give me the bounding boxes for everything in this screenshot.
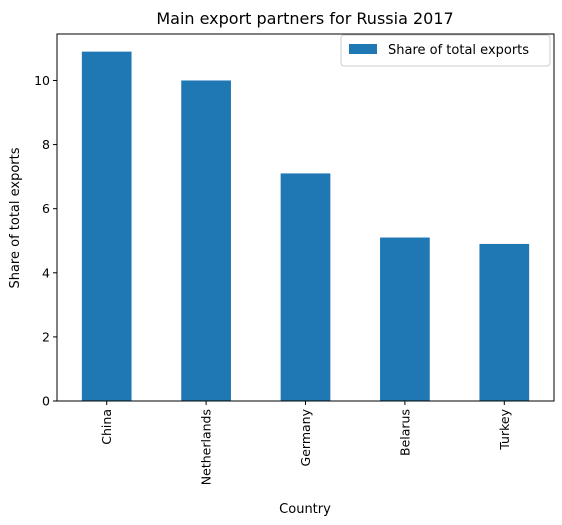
legend-swatch [349,44,377,54]
legend-label: Share of total exports [388,43,529,58]
y-tick-label: 0 [42,394,50,409]
x-tick-label: China [99,409,114,445]
plot-frame [56,33,555,402]
x-axis-label: Country [279,502,331,517]
bar-turkey [479,243,530,401]
bar-netherlands [181,80,231,401]
legend: Share of total exports [340,34,551,67]
bars-group [81,51,530,402]
chart-title: Main export partners for Russia 2017 [156,9,453,28]
bar-china [81,51,132,402]
x-tick-label: Germany [298,408,313,466]
bar-belarus [380,237,430,401]
bar-germany [280,173,331,401]
legend-box [340,34,551,67]
x-axis: China Netherlands Germany Belarus Turkey [99,401,512,485]
y-axis-label: Share of total exports [8,147,23,288]
x-tick-label: Netherlands [199,409,214,485]
y-axis: 0 2 4 6 8 10 [34,73,57,409]
y-tick-label: 6 [42,201,50,216]
y-tick-label: 4 [42,265,50,280]
y-tick-label: 10 [34,73,50,88]
x-tick-label: Belarus [397,409,412,456]
y-tick-label: 8 [42,137,50,152]
y-tick-label: 2 [42,329,50,344]
x-tick-label: Turkey [497,408,512,450]
